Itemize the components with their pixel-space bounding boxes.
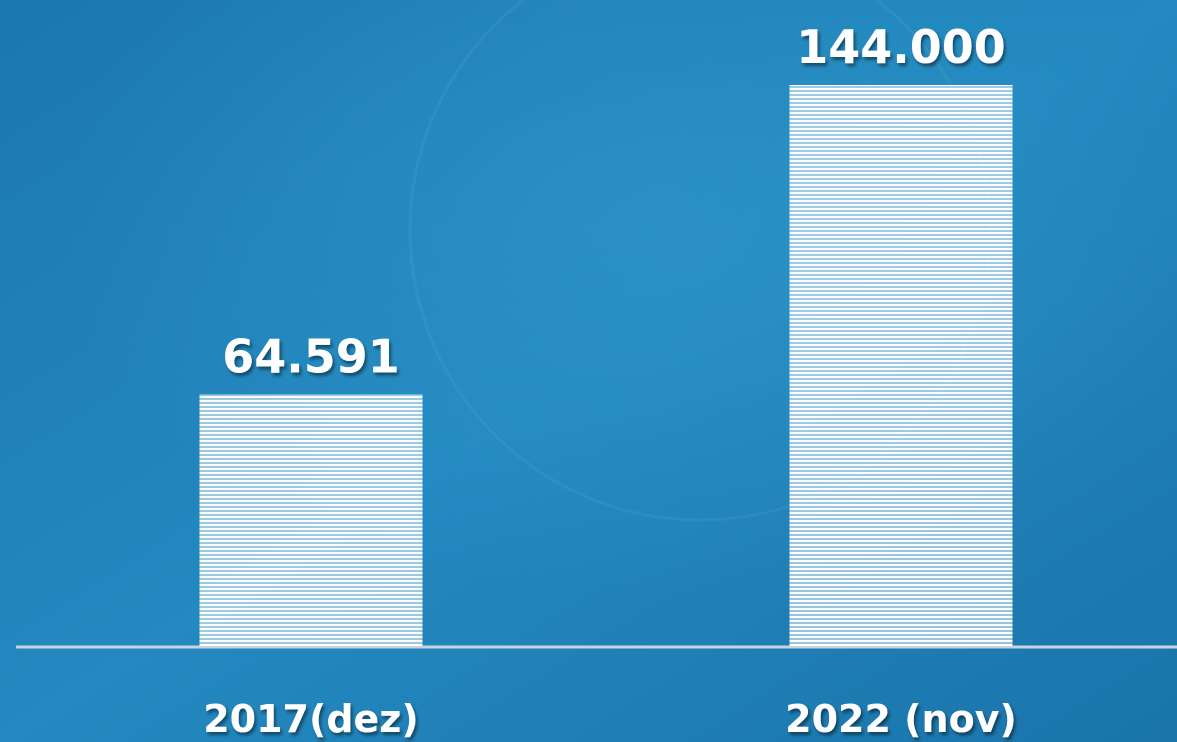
value-label: 144.000 — [796, 20, 1006, 74]
page: {"chart_data": {"type": "bar", "categori… — [0, 0, 1177, 742]
value-label: 64.591 — [222, 329, 400, 383]
bar — [200, 394, 423, 646]
x-tick-label: 2022 (nov) — [785, 697, 1017, 741]
bar — [790, 85, 1013, 646]
x-tick-label: 2017(dez) — [203, 697, 419, 741]
chart: 64.591 2017(dez) 144.000 2022 (nov) — [0, 0, 1177, 742]
